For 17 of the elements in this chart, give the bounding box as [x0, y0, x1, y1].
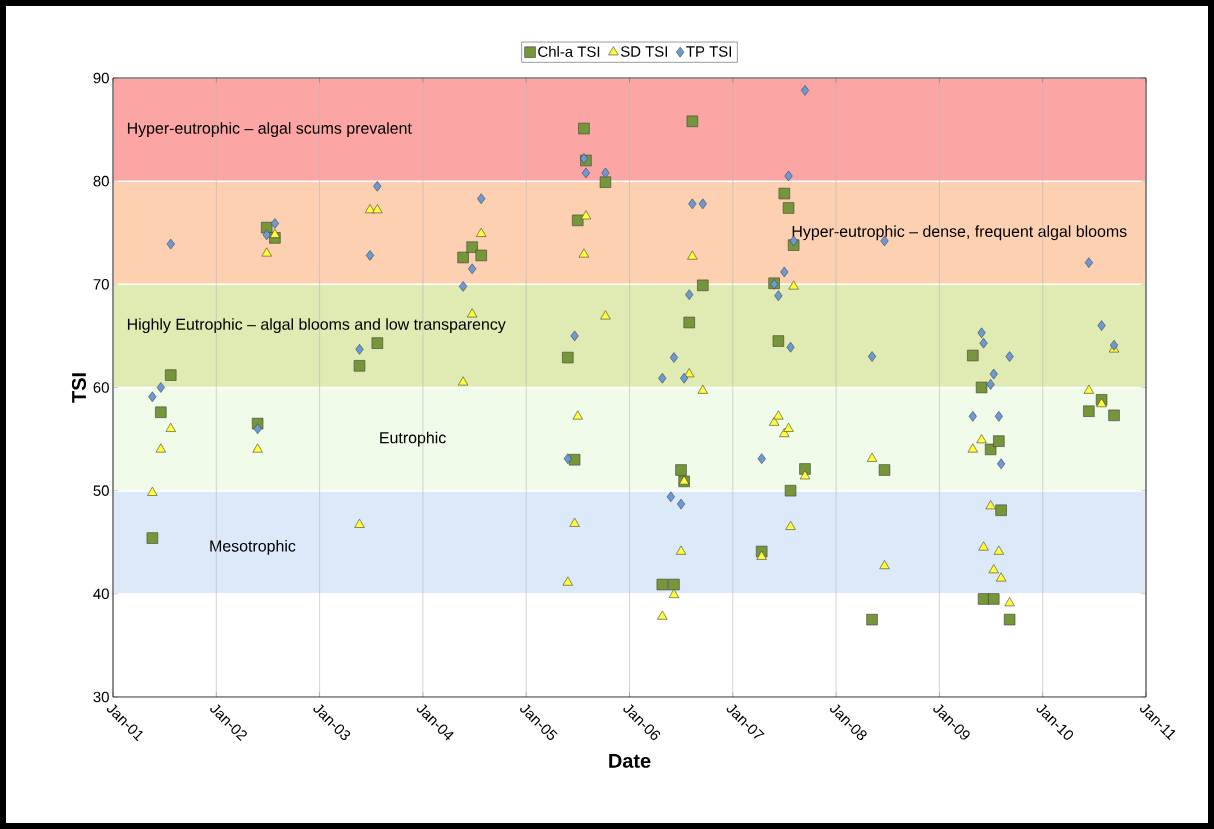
- legend-label: TP TSI: [686, 46, 731, 57]
- y-tick-label: 80: [93, 175, 109, 187]
- band-label: Hyper-eutrophic – dense, frequent algal blooms: [792, 225, 1127, 241]
- y-axis-title: TSI: [71, 373, 87, 403]
- band-label: Highly Eutrophic – algal blooms and low transparency: [127, 318, 506, 334]
- y-tick-label: 60: [93, 382, 109, 393]
- y-tick-label: 30: [93, 691, 109, 703]
- x-axis-title: Date: [609, 753, 651, 768]
- band-label: Eutrophic: [380, 431, 446, 447]
- y-tick-label: 90: [93, 72, 109, 84]
- band-label: Mesotrophic: [210, 539, 296, 555]
- y-tick-label: 50: [93, 485, 109, 496]
- legend-label: SD TSI: [620, 46, 667, 57]
- band-label: Hyper-eutrophic – algal scums prevalent: [127, 122, 412, 137]
- y-tick-label: 70: [93, 279, 109, 290]
- y-tick-label: 40: [93, 588, 109, 600]
- legend-label: Chl-a TSI: [538, 46, 600, 57]
